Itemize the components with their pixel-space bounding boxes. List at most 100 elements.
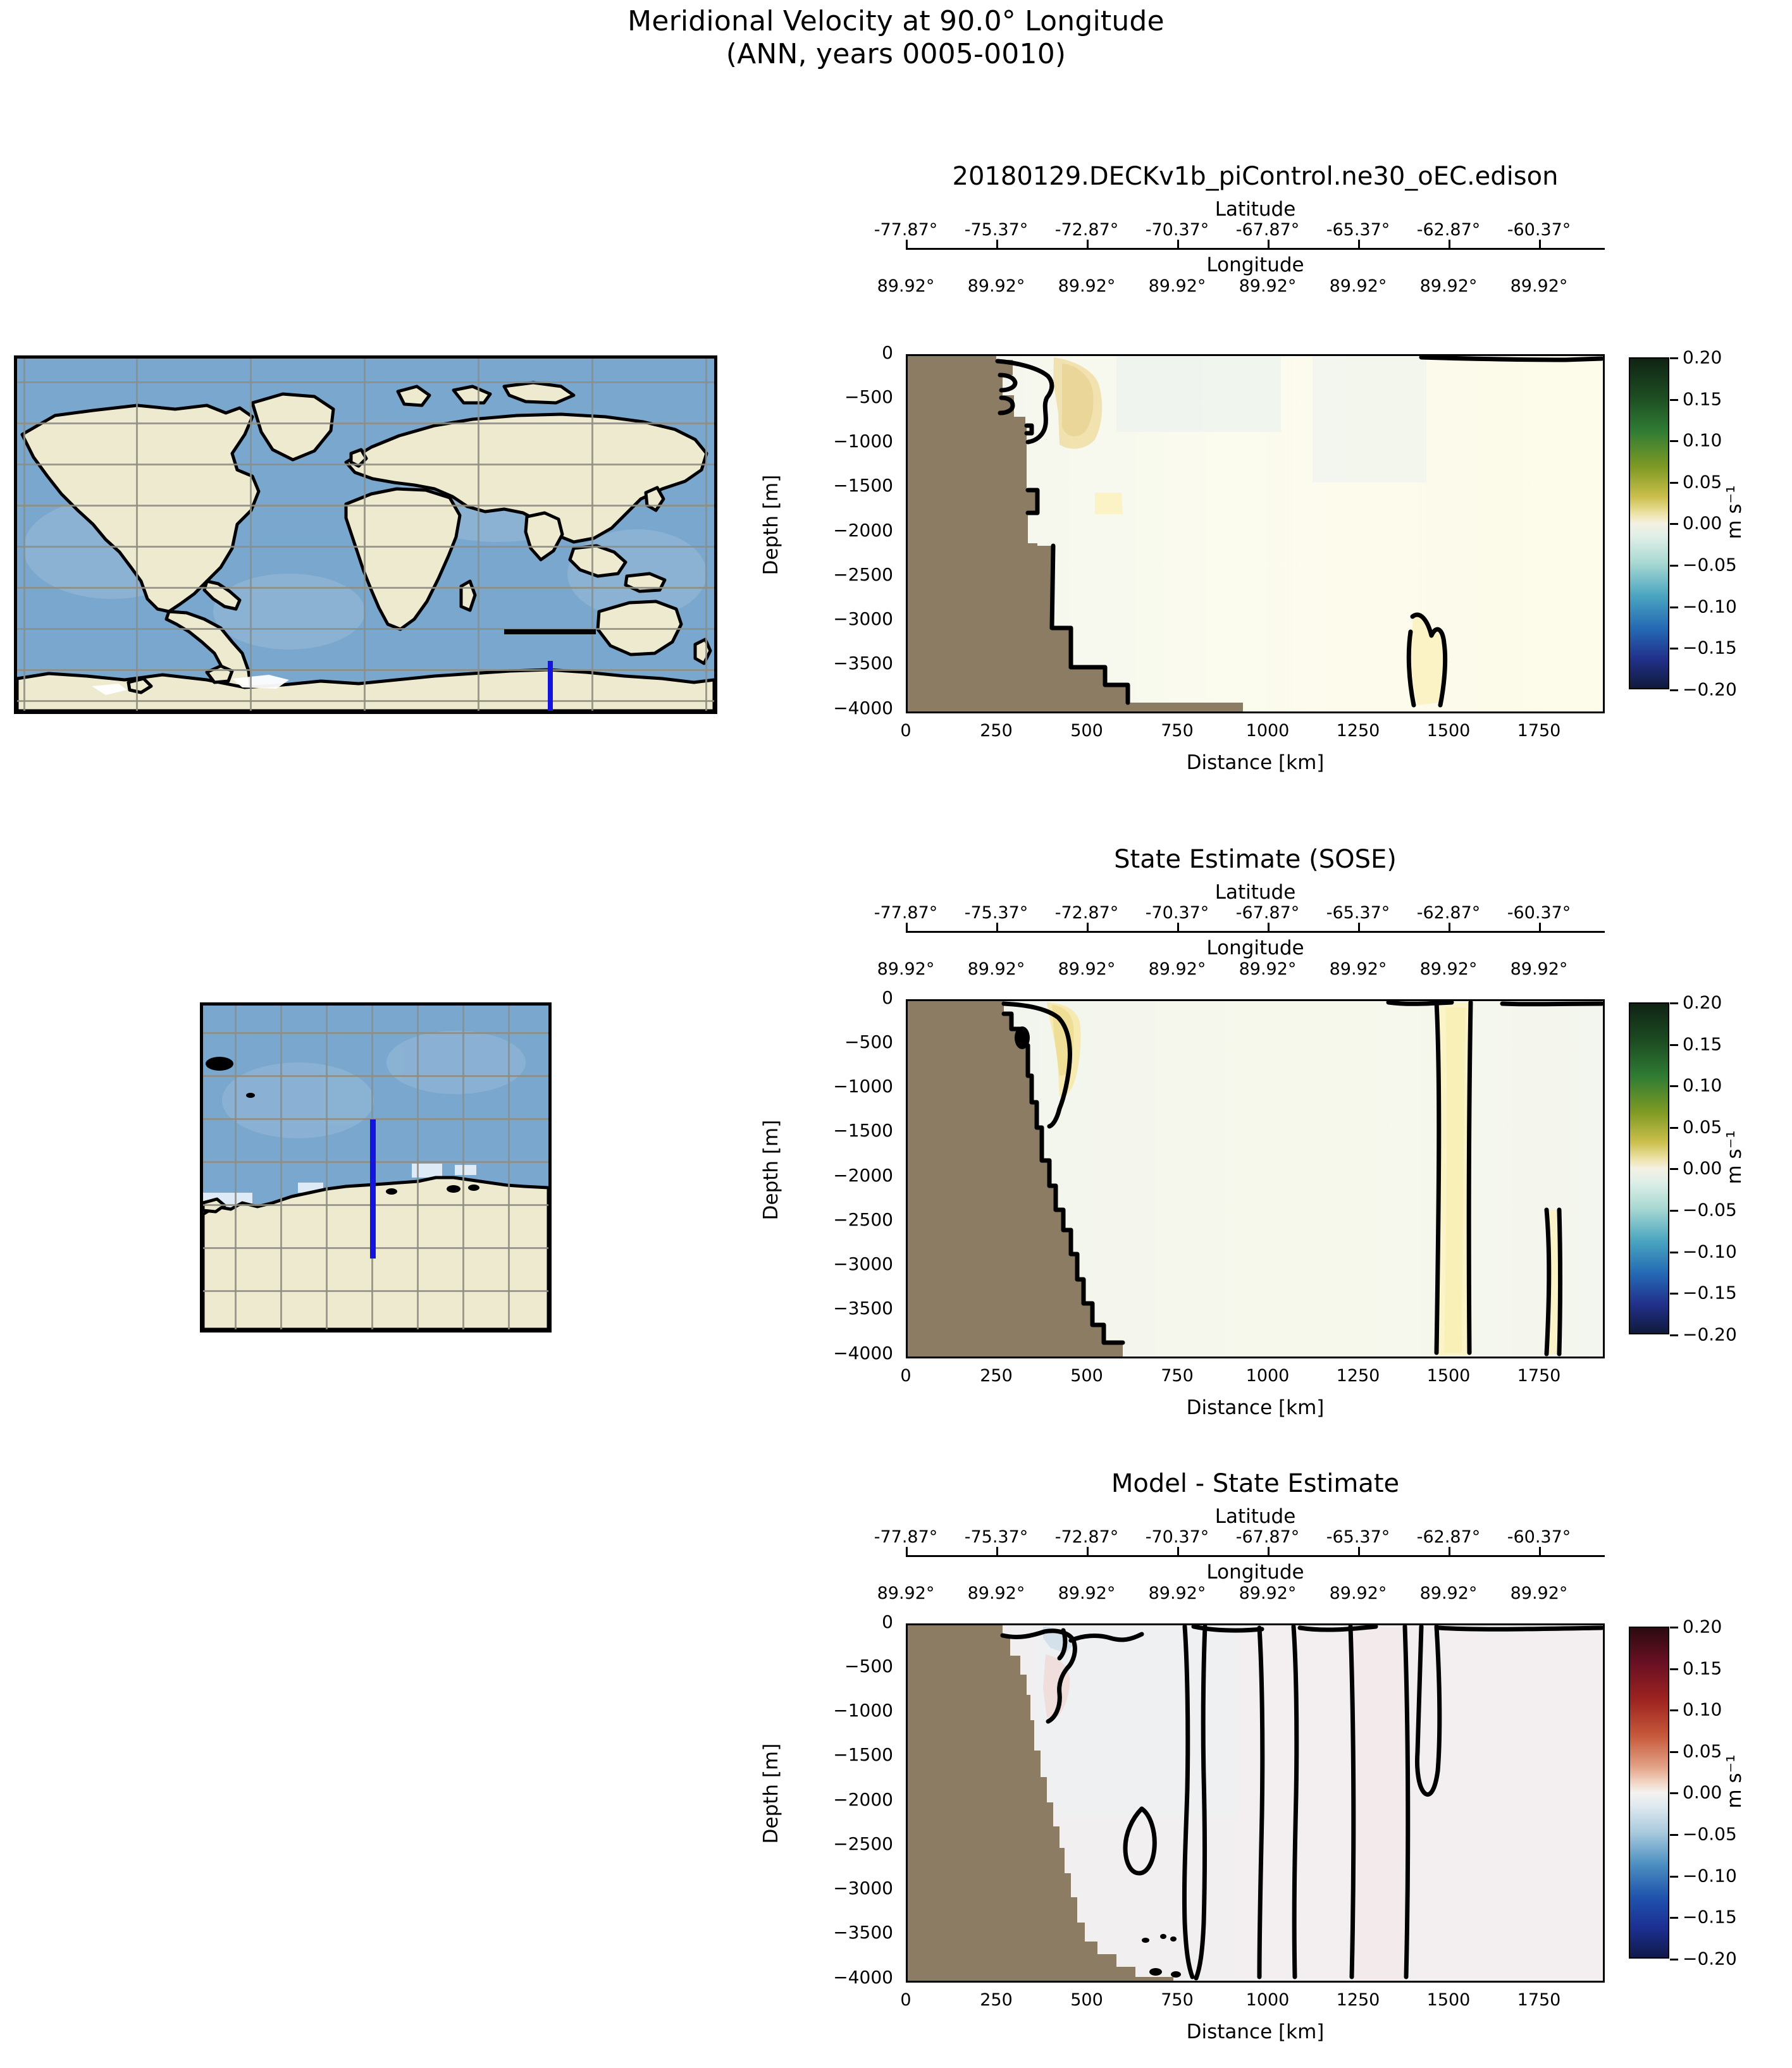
- bathymetry-mask: [908, 356, 1243, 711]
- lon-tick: 89.92°: [1148, 959, 1206, 979]
- y-axis-label-sose: Depth [m]: [760, 1119, 782, 1221]
- colorbar-sose: [1629, 1002, 1669, 1334]
- cbar-tickmark: [1670, 1334, 1678, 1336]
- x-ticklabel: 1500: [1426, 1990, 1471, 2010]
- top-axis-name-latitude: Latitude: [1214, 881, 1296, 904]
- graticule-line: [364, 359, 366, 711]
- x-tickmark: [908, 1981, 910, 1983]
- sose-velocity-section: [908, 1001, 1603, 1357]
- lat-tick: -77.87°: [874, 220, 938, 240]
- y-tickmark: [906, 1892, 908, 1893]
- graticule-line: [478, 359, 479, 711]
- top-axis-tickmark: [996, 1547, 998, 1555]
- model-velocity-section: [908, 356, 1603, 711]
- cbar-tickmark: [1670, 1168, 1678, 1170]
- x-tickmark: [1270, 1981, 1271, 1983]
- cbar-ticklabel: 0.05: [1683, 1740, 1722, 1762]
- top-axis-tickmark: [996, 923, 998, 931]
- cbar-ticklabel: −0.10: [1683, 1865, 1737, 1886]
- lon-tick: 89.92°: [1239, 1584, 1297, 1603]
- x-ticklabel: 1000: [1245, 1366, 1290, 1386]
- y-tickmark: [906, 1758, 908, 1760]
- x-ticklabel: 750: [1161, 721, 1194, 741]
- cbar-ticklabel: 0.00: [1683, 1157, 1722, 1179]
- section-plot-difference: [906, 1623, 1605, 1983]
- y-ticklabel: −3000: [833, 1253, 893, 1274]
- cbar-tickmark: [1670, 1709, 1678, 1711]
- lon-tick: 89.92°: [1329, 959, 1387, 979]
- suptitle-line-2: (ANN, years 0005-0010): [726, 37, 1066, 70]
- lon-tick: 89.92°: [1510, 959, 1568, 979]
- graticule-line: [280, 1006, 282, 1329]
- y-ticklabel: −500: [844, 1656, 893, 1677]
- x-ticklabel: 0: [900, 721, 911, 741]
- graticule-line: [17, 505, 714, 507]
- graticule-line: [235, 1006, 237, 1329]
- lon-tick: 89.92°: [1329, 276, 1387, 296]
- x-ticklabel: 750: [1161, 1366, 1194, 1386]
- cbar-ticklabel: 0.00: [1683, 1782, 1722, 1803]
- y-ticklabel: −500: [844, 386, 893, 407]
- graticule-line: [136, 359, 138, 711]
- cbar-tickmark: [1670, 565, 1678, 567]
- cbar-ticklabel: 0.15: [1683, 388, 1722, 410]
- x-ticklabel: 250: [980, 1366, 1013, 1386]
- cbar-ticklabel: −0.05: [1683, 554, 1737, 575]
- cbar-tickmark: [1670, 1668, 1678, 1670]
- x-ticklabel: 1250: [1336, 1366, 1380, 1386]
- y-tickmark: [906, 1045, 908, 1047]
- y-tickmark: [906, 1090, 908, 1092]
- lon-tick: 89.92°: [1329, 1584, 1387, 1603]
- y-tickmark: [906, 1179, 908, 1181]
- regional-locator-map: [200, 1002, 552, 1333]
- cbar-ticklabel: −0.10: [1683, 1241, 1737, 1262]
- x-ticklabel: 1750: [1517, 1366, 1561, 1386]
- lat-tick: -60.37°: [1507, 1527, 1571, 1547]
- second-axis-ticks-longitude: 89.92° 89.92° 89.92° 89.92° 89.92° 89.92…: [877, 1584, 1605, 1606]
- top-axis-tickmark: [1268, 1547, 1270, 1555]
- top-axis-spine: [906, 931, 1605, 933]
- y-tickmark: [906, 1312, 908, 1314]
- top-axis-tickmark: [1358, 923, 1360, 931]
- lon-tick: 89.92°: [877, 276, 935, 296]
- top-axis-tickmark: [1268, 923, 1270, 931]
- lat-tick: -72.87°: [1054, 903, 1119, 923]
- graticule-line: [17, 464, 714, 465]
- top-axis-tickmark: [1087, 240, 1089, 248]
- lon-tick: 89.92°: [877, 1584, 935, 1603]
- top-axis-tickmark: [996, 240, 998, 248]
- cbar-tickmark: [1670, 523, 1678, 525]
- lon-tick: 89.92°: [967, 959, 1025, 979]
- lat-tick: -60.37°: [1507, 220, 1571, 240]
- x-tickmark: [1179, 711, 1181, 713]
- x-axis-label-sose: Distance [km]: [1186, 1396, 1325, 1419]
- y-ticklabel: −2000: [833, 1789, 893, 1810]
- regional-map-graphics: [203, 1006, 548, 1329]
- x-tickmark: [1541, 1981, 1543, 1983]
- x-axis-label-model: Distance [km]: [1186, 751, 1325, 774]
- lon-tick: 89.92°: [1058, 959, 1116, 979]
- cbar-tickmark: [1670, 357, 1678, 359]
- lat-tick: -65.37°: [1326, 1527, 1390, 1547]
- cbar-tickmark: [1670, 689, 1678, 691]
- section-plot-sose: [906, 999, 1605, 1358]
- cbar-ticklabel: 0.05: [1683, 1116, 1722, 1138]
- x-ticklabels-difference: 0 250 500 750 1000 1250 1500 1750: [900, 1990, 1605, 2013]
- lat-tick: -62.87°: [1416, 1527, 1481, 1547]
- top-axis-ticks-latitude: -77.87° -75.37° -72.87° -70.37° -67.87° …: [874, 903, 1605, 926]
- graticule-line: [326, 1006, 328, 1329]
- y-ticklabel: −4000: [833, 1967, 893, 1988]
- x-ticklabel: 750: [1161, 1990, 1194, 2010]
- lon-tick: 89.92°: [1148, 1584, 1206, 1603]
- lon-tick: 89.92°: [1510, 1584, 1568, 1603]
- cbar-tickmark: [1670, 1959, 1678, 1960]
- y-tickmark: [906, 1803, 908, 1805]
- panel-title-difference: Model - State Estimate: [1111, 1469, 1400, 1498]
- x-ticklabels-sose: 0 250 500 750 1000 1250 1500 1750: [900, 1366, 1605, 1389]
- lon-tick: 89.92°: [967, 276, 1025, 296]
- y-ticklabel: −1500: [833, 1744, 893, 1765]
- y-axis-label-difference: Depth [m]: [760, 1743, 782, 1844]
- panel-title-sose: State Estimate (SOSE): [1114, 845, 1397, 874]
- cbar-ticklabel: −0.20: [1683, 1324, 1737, 1345]
- lat-tick: -65.37°: [1326, 903, 1390, 923]
